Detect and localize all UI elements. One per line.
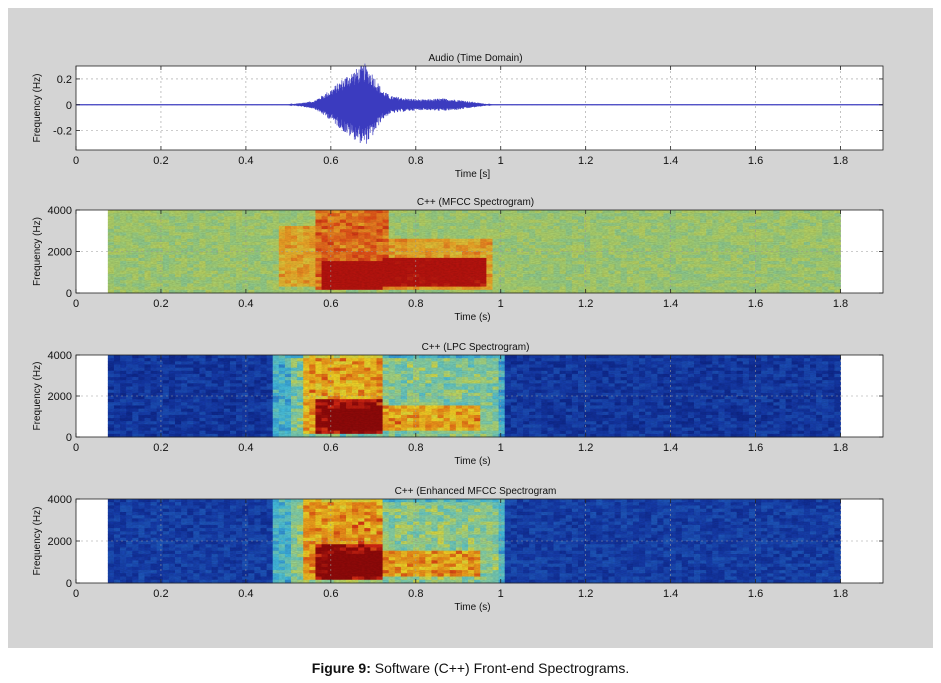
subplot-title: Audio (Time Domain) (428, 53, 522, 64)
x-tick-label: 0.8 (408, 298, 423, 310)
x-tick-label: 0.4 (238, 155, 253, 167)
subplot-2: C++ (MFCC Spectrogram) 0 0.2 0.4 0.6 0.8 1 1.2 1… (32, 197, 884, 323)
y-tick-label: 0 (66, 288, 72, 300)
x-tick-label: 0.2 (153, 155, 168, 167)
y-axis-label: Frequency (Hz) (32, 74, 43, 143)
grid (76, 210, 883, 293)
figure-canvas: Audio (Time Domain) 0 0.2 0.4 0.6 0.8 1 1.2 1.4 1… (32, 53, 884, 613)
x-tick-label: 1.6 (748, 155, 763, 167)
x-tick-label: 1 (498, 155, 504, 167)
y-tick-label: 2000 (48, 247, 72, 259)
y-tick-label: 4000 (48, 205, 72, 217)
x-tick-label: 0 (73, 298, 79, 310)
spectrogram-image (107, 355, 841, 438)
waveform-line (288, 63, 493, 144)
subplot-3: C++ (LPC Spectrogram)0 0.2 0.4 0.6 0.8 1 1.2 1.… (32, 342, 884, 467)
x-tick-label: 0.2 (153, 298, 168, 310)
subplot-title: C++ (MFCC Spectrogram) (417, 197, 534, 208)
x-tick-label: 1.2 (578, 155, 593, 167)
spectrogram-image (107, 210, 841, 294)
subplot-group: Audio (Time Domain) 0 0.2 0.4 0.6 0.8 1 1.2 1.4 1… (32, 53, 884, 613)
x-tick-label: 0.6 (323, 155, 338, 167)
y-tick-label: 0.2 (57, 74, 72, 86)
x-tick-label: 0.6 (323, 298, 338, 310)
x-tick-label: 0.4 (238, 298, 253, 310)
x-axis-label: Time (s) (454, 312, 490, 323)
axes-frame (75, 65, 884, 151)
x-axis-label: Time [s] (455, 169, 490, 180)
x-tick-label: 0.8 (408, 155, 423, 167)
x-tick-label: 1.4 (663, 298, 678, 310)
y-tick-label: 0 (66, 100, 72, 112)
y-tick-label: -0.2 (53, 126, 72, 138)
x-tick-label: 1.4 (663, 155, 678, 167)
y-axis-label: Frequency (Hz) (32, 217, 43, 286)
figure-panel: Audio (Time Domain) 0 0.2 0.4 0.6 0.8 1 1.2 1.4 1… (8, 8, 933, 648)
x-tick-label: 1.8 (833, 298, 848, 310)
x-tick-label: 1.8 (833, 155, 848, 167)
subplot-1: Audio (Time Domain) 0 0.2 0.4 0.6 0.8 1 1.2 1.4 1… (32, 53, 884, 180)
spectrogram-texture (107, 210, 841, 293)
x-tick-label: 0 (73, 155, 79, 167)
x-tick-label: 1 (498, 298, 504, 310)
subplot-title: C++ (LPC Spectrogram) (422, 342, 530, 353)
x-tick-label: 1.6 (748, 298, 763, 310)
x-tick-label: 1.2 (578, 298, 593, 310)
plot-area (76, 66, 883, 150)
